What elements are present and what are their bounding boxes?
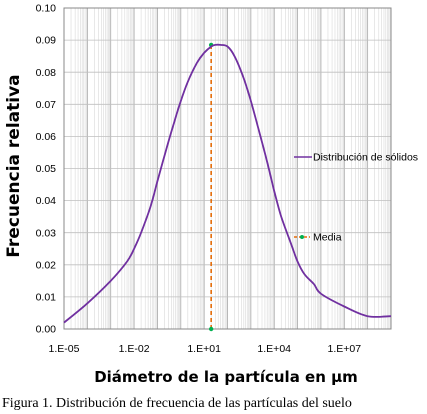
plot-frame [63, 7, 392, 330]
y-tick-label: 0.03 [36, 227, 57, 239]
plot-area [63, 7, 392, 332]
legend-label-media: Media [313, 232, 342, 244]
x-tick-label: 1.E+04 [257, 343, 291, 355]
x-axis-title: Diámetro de la partícula en µm [94, 368, 358, 386]
figure-caption: Figura 1. Distribución de frecuencia de … [2, 396, 352, 411]
legend-marker-media [300, 235, 304, 239]
legend: Distribución de sólidos Media [294, 152, 418, 244]
y-tick-labels: 0.00 0.01 0.02 0.03 0.04 0.05 0.06 0.07 0.08 0.09… [36, 3, 57, 336]
y-tick-label: 0.07 [36, 99, 57, 111]
x-tick-label: 1.E-05 [49, 343, 80, 355]
y-axis-title: Frecuencia relativa [4, 74, 24, 257]
y-tick-label: 0.09 [36, 35, 57, 47]
y-tick-label: 0.04 [36, 195, 57, 207]
y-tick-label: 0.02 [36, 259, 57, 271]
y-tick-label: 0.00 [36, 324, 57, 336]
y-tick-label: 0.01 [36, 292, 57, 304]
media-point [208, 326, 214, 332]
x-tick-labels: 1.E-05 1.E-02 1.E+01 1.E+04 1.E+07 [49, 343, 362, 355]
legend-label-distribucion: Distribución de sólidos [313, 152, 418, 164]
x-tick-label: 1.E+01 [187, 343, 221, 355]
series-line-distribucion [63, 43, 392, 324]
y-tick-label: 0.08 [36, 67, 57, 79]
y-tick-label: 0.05 [36, 163, 57, 175]
x-tick-label: 1.E+07 [327, 343, 361, 355]
distribution-series [63, 43, 392, 324]
y-tick-label: 0.06 [36, 131, 57, 143]
x-tick-label: 1.E-02 [119, 343, 150, 355]
major-gridlines [63, 7, 391, 330]
y-tick-label: 0.10 [36, 3, 57, 15]
